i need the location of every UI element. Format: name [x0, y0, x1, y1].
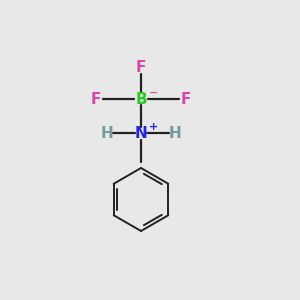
Text: F: F: [181, 92, 191, 106]
Text: +: +: [149, 122, 158, 132]
Text: −: −: [149, 87, 158, 98]
Text: B: B: [135, 92, 147, 106]
Text: N: N: [135, 126, 147, 141]
Text: F: F: [136, 60, 146, 75]
Text: H: H: [169, 126, 182, 141]
Text: H: H: [100, 126, 113, 141]
Text: F: F: [91, 92, 101, 106]
